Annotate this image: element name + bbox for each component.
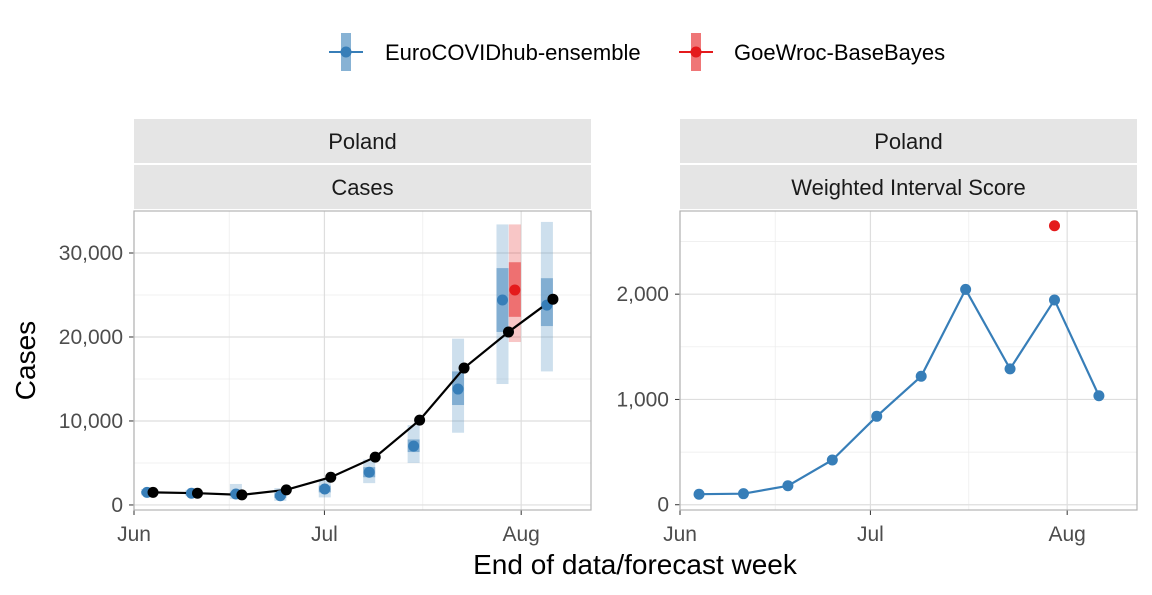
y-axis-title: Cases — [10, 321, 41, 400]
ensemble-score-point — [826, 454, 838, 466]
x-tick-label: Aug — [502, 523, 539, 546]
strip-top — [134, 119, 591, 163]
x-tick-label: Aug — [1048, 523, 1085, 546]
observed-point — [458, 362, 470, 374]
panel-border — [679, 210, 1138, 511]
ensemble-score-point — [1048, 294, 1060, 306]
panel-weighted-interval-score: Poland Weighted Interval Score 0 1,000 2,000… — [616, 119, 1138, 546]
legend-item-basebayes: GoeWroc-BaseBayes — [679, 33, 945, 71]
observed-point — [147, 486, 159, 498]
ensemble-median-point — [496, 294, 508, 306]
x-tick-label: Jun — [117, 523, 151, 546]
ensemble-score-point — [1093, 390, 1105, 402]
plot-area — [134, 211, 591, 510]
legend-item-ensemble: EuroCOVIDhub-ensemble — [329, 33, 641, 71]
x-tick-label: Jun — [663, 523, 697, 546]
strip-bottom — [680, 165, 1137, 209]
observed-point — [236, 489, 248, 501]
ensemble-score-point — [960, 283, 972, 295]
ensemble-median-point — [408, 440, 420, 452]
panel-border — [133, 210, 592, 511]
observed-point — [547, 293, 559, 305]
plot-area — [680, 211, 1137, 510]
ensemble-score-point — [1004, 363, 1016, 375]
y-tick-label: 2,000 — [616, 283, 669, 306]
ensemble-score-point — [871, 410, 883, 422]
y-tick-label: 0 — [111, 494, 123, 517]
legend: EuroCOVIDhub-ensemble GoeWroc-BaseBayes — [329, 33, 945, 71]
y-tick-label: 20,000 — [59, 326, 123, 349]
strip-top-label: Poland — [874, 129, 943, 154]
observed-point — [414, 414, 426, 426]
ensemble-score-point — [915, 370, 927, 382]
ensemble-score-line — [699, 287, 1100, 496]
ensemble-median-point — [363, 466, 375, 478]
strip-bottom — [134, 165, 591, 209]
legend-key-point — [340, 46, 352, 58]
y-tick-label: 10,000 — [59, 410, 123, 433]
observed-point — [369, 451, 381, 463]
observed-point — [502, 326, 514, 338]
legend-label: GoeWroc-BaseBayes — [734, 40, 945, 65]
ensemble-score-point — [737, 488, 749, 500]
observed-point — [280, 484, 292, 496]
panel-cases: Poland Cases 0 10,000 20,000 30,000 Jun Jul Aug C… — [10, 119, 592, 546]
y-tick-label: 0 — [657, 494, 669, 517]
observed-point — [325, 471, 337, 483]
x-axis-title: End of data/forecast week — [473, 549, 798, 580]
strip-bottom-label: Weighted Interval Score — [791, 175, 1025, 200]
x-tick-label: Jul — [857, 523, 884, 546]
ensemble-median-point — [319, 483, 331, 495]
strip-bottom-label: Cases — [331, 175, 393, 200]
ensemble-median-point — [452, 383, 464, 395]
y-tick-label: 30,000 — [59, 242, 123, 265]
observed-point — [191, 487, 203, 499]
basebayes-median-point — [509, 284, 521, 296]
legend-label: EuroCOVIDhub-ensemble — [385, 40, 641, 65]
ensemble-score-point — [693, 488, 705, 500]
observed-line — [153, 298, 554, 496]
basebayes-score-point — [1048, 220, 1060, 232]
legend-key-point — [690, 46, 702, 58]
strip-top-label: Poland — [328, 129, 397, 154]
x-tick-label: Jul — [311, 523, 338, 546]
strip-top — [680, 119, 1137, 163]
y-tick-label: 1,000 — [616, 388, 669, 411]
ensemble-score-point — [782, 480, 794, 492]
